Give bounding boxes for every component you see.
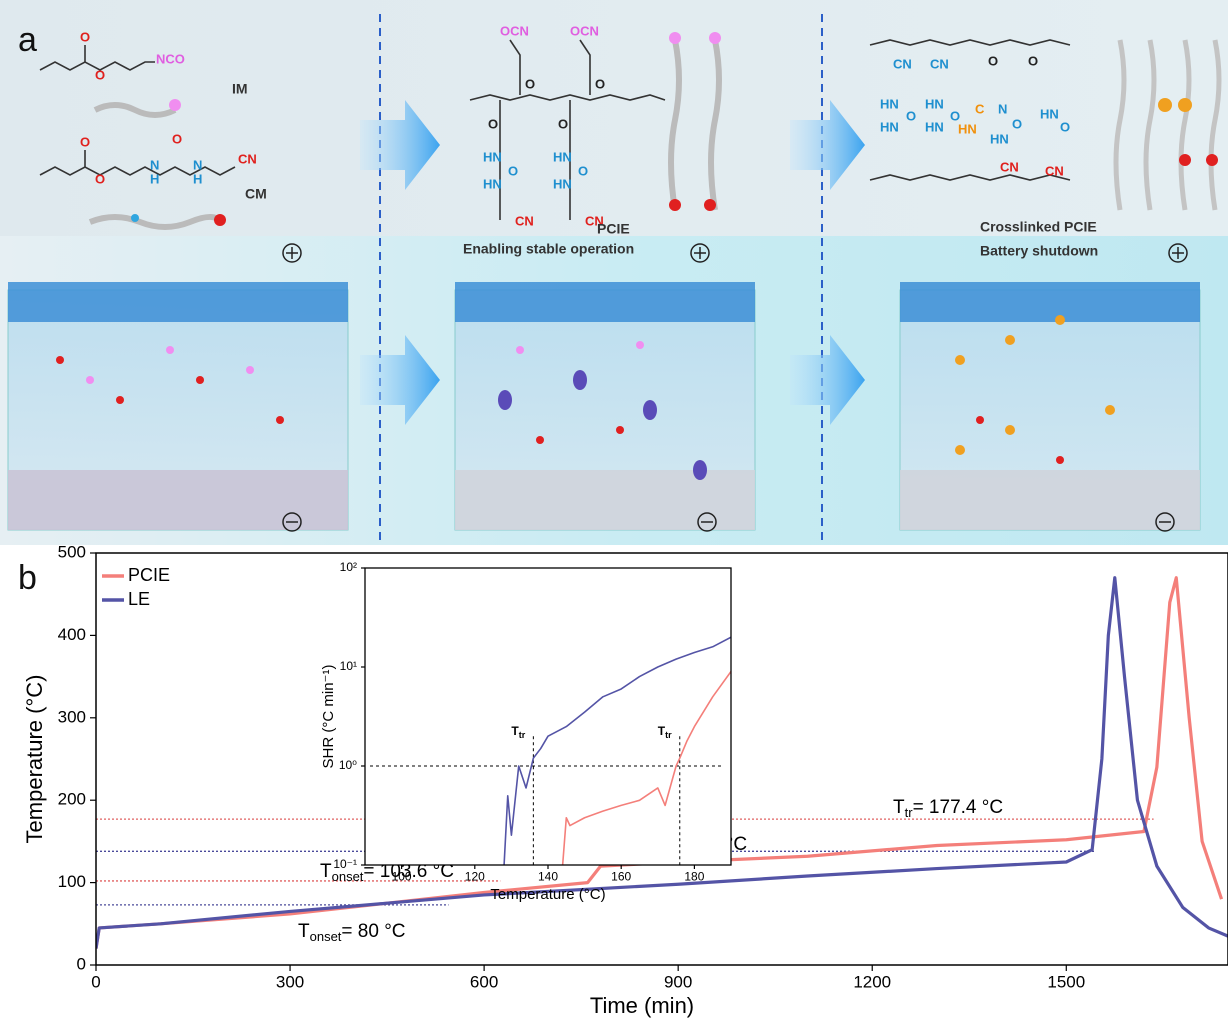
- x-tick-label: 1500: [1047, 972, 1085, 991]
- panel-letter: a: [18, 21, 37, 59]
- atom: CN: [893, 56, 912, 71]
- page: {"panel_a": { "letter": "a", "im": {"ato…: [0, 0, 1228, 1027]
- atom: HN: [553, 149, 572, 164]
- annotation-main: T: [893, 797, 905, 818]
- label-sub: tr: [665, 731, 672, 741]
- atom: HN: [553, 176, 572, 191]
- x-tick-label: 900: [664, 972, 692, 991]
- caption: Enabling stable operation: [463, 241, 634, 257]
- atom: O: [558, 116, 568, 131]
- atom: O: [508, 163, 518, 178]
- legend-label: LE: [128, 589, 150, 609]
- atom: O: [172, 131, 182, 146]
- atom: O: [80, 29, 90, 44]
- x-tick-label: 160: [611, 870, 631, 884]
- atom: O: [95, 67, 105, 82]
- atom: OCN: [500, 23, 529, 38]
- y-tick-label: 400: [58, 625, 86, 644]
- atom: HN: [483, 176, 502, 191]
- annotation-sub: onset: [332, 869, 364, 884]
- atom: H: [150, 171, 159, 186]
- y-tick-label: 10²: [340, 560, 357, 574]
- y-tick-label: 0: [77, 954, 86, 973]
- inset-background: [365, 568, 731, 865]
- atom: N: [193, 157, 202, 172]
- annotation: Tonset= 80 °C: [298, 921, 406, 944]
- x-tick-label: 600: [470, 972, 498, 991]
- y-tick-label: 10¹: [340, 659, 357, 673]
- annotation-rest: = 177.4 °C: [913, 797, 1004, 818]
- atom: HN: [880, 119, 899, 134]
- atom: H: [193, 171, 202, 186]
- y-tick-label: 500: [58, 542, 86, 561]
- annotation-rest: = 80 °C: [341, 921, 405, 942]
- monomer-name: IM: [232, 81, 248, 97]
- x-tick-label: 180: [684, 870, 704, 884]
- atom: O: [1028, 53, 1038, 68]
- atom: OCN: [570, 23, 599, 38]
- panel-b: b 0 300 600 900 1200 1500 0 100 200 300 400 500 Time…: [18, 542, 1228, 1017]
- monomer-name: CM: [245, 186, 267, 202]
- label-sub: tr: [519, 731, 526, 741]
- y-tick-label: 100: [58, 872, 86, 891]
- atom: HN: [483, 149, 502, 164]
- atom: O: [906, 108, 916, 123]
- atom: CN: [515, 213, 534, 228]
- atom: CN: [1000, 159, 1019, 174]
- annotation: Ttr= 177.4 °C: [893, 797, 1003, 820]
- annotation-main: T: [298, 921, 310, 942]
- battery-cubes: [8, 244, 1200, 531]
- legend-label: PCIE: [128, 565, 170, 585]
- x-tick-label: 0: [91, 972, 100, 991]
- atom: O: [1060, 119, 1070, 134]
- x-tick-label: 140: [538, 870, 558, 884]
- atom: N: [998, 101, 1007, 116]
- annotation-sub: onset: [310, 929, 342, 944]
- atom: O: [988, 53, 998, 68]
- atom: CN: [1045, 163, 1064, 178]
- atom: O: [95, 171, 105, 186]
- atom: O: [525, 76, 535, 91]
- atom: HN: [925, 96, 944, 111]
- y-tick-label: 10⁻¹: [333, 857, 357, 871]
- atom: CN: [930, 56, 949, 71]
- x-tick-label: 120: [465, 870, 485, 884]
- atom: N: [150, 157, 159, 172]
- atom: HN: [990, 131, 1009, 146]
- cube: [900, 282, 1200, 530]
- caption: Battery shutdown: [980, 243, 1098, 259]
- annotation-main: T: [320, 861, 332, 882]
- figure: a O O NCO IM O O H N O N: [0, 0, 1228, 1027]
- x-axis-label: Temperature (°C): [490, 886, 605, 903]
- atom: HN: [925, 119, 944, 134]
- atom: O: [488, 116, 498, 131]
- panel-a: a O O NCO IM O O H N O N: [0, 0, 1228, 545]
- y-tick-label: 200: [58, 790, 86, 809]
- polymer-name: PCIE: [597, 221, 630, 237]
- y-axis-label: SHR (°C min⁻¹): [320, 665, 337, 769]
- atom: HN: [880, 96, 899, 111]
- x-tick-label: 100: [392, 870, 412, 884]
- atom: HN: [1040, 106, 1059, 121]
- atom: O: [80, 134, 90, 149]
- x-tick-label: 1200: [853, 972, 891, 991]
- panel-letter: b: [18, 559, 37, 597]
- x-tick-label: 300: [276, 972, 304, 991]
- polymer-name: Crosslinked PCIE: [980, 219, 1097, 235]
- atom: CN: [238, 151, 257, 166]
- y-tick-label: 10⁰: [339, 758, 357, 772]
- atom: NCO: [156, 51, 185, 66]
- atom: HN: [958, 121, 977, 136]
- atom: O: [578, 163, 588, 178]
- y-axis-label: Temperature (°C): [22, 675, 47, 844]
- atom: C: [975, 101, 985, 116]
- x-axis-label: Time (min): [590, 993, 694, 1018]
- cube: [8, 282, 348, 530]
- y-tick-label: 300: [58, 707, 86, 726]
- atom: O: [1012, 116, 1022, 131]
- atom: O: [595, 76, 605, 91]
